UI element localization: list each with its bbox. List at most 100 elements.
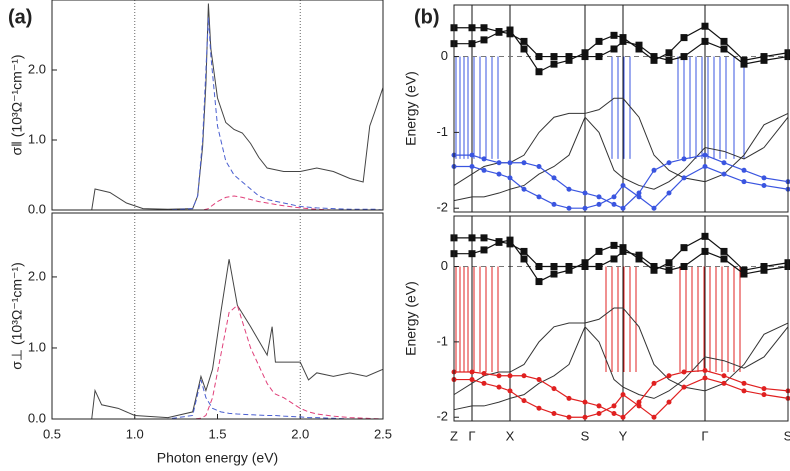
marker (680, 34, 688, 42)
series-line (454, 235, 789, 283)
series-line (453, 307, 789, 396)
marker (651, 380, 657, 386)
series-line (454, 165, 789, 210)
marker (610, 241, 618, 249)
marker (550, 53, 558, 61)
y-axis-label: σ⊥ (10³Ω⁻¹cm⁻¹) (9, 262, 25, 370)
marker (521, 160, 527, 166)
marker (595, 262, 603, 270)
marker (680, 53, 688, 61)
marker (469, 369, 475, 375)
y-tick-label: -2 (436, 200, 448, 215)
marker (596, 194, 602, 200)
marker (480, 24, 488, 32)
marker (619, 247, 627, 255)
marker (740, 56, 748, 64)
series-line (52, 17, 384, 211)
marker (582, 205, 588, 211)
marker (721, 380, 727, 386)
marker (620, 392, 626, 398)
marker (480, 234, 488, 242)
marker (581, 259, 589, 267)
series-line (454, 377, 789, 419)
marker (611, 201, 617, 207)
marker (565, 266, 573, 274)
marker (565, 53, 573, 61)
marker (701, 247, 709, 255)
marker (496, 373, 502, 379)
marker (702, 375, 708, 381)
marker (507, 175, 513, 181)
marker (582, 399, 588, 405)
marker (665, 49, 673, 57)
x-tick-label: X (506, 428, 515, 443)
marker (520, 45, 528, 53)
marker (496, 171, 502, 177)
marker (619, 37, 627, 45)
marker (761, 392, 767, 398)
marker (761, 386, 767, 392)
marker (650, 56, 658, 64)
x-tick-label: Γ (468, 428, 475, 443)
marker (565, 262, 573, 270)
marker (741, 380, 747, 386)
marker (469, 152, 475, 158)
marker (481, 156, 487, 162)
marker (551, 386, 557, 392)
marker (550, 262, 558, 270)
marker (469, 164, 475, 170)
marker (611, 403, 617, 409)
marker (650, 53, 658, 61)
marker (468, 250, 476, 258)
marker (720, 45, 728, 53)
x-axis-label: Photon energy (eV) (157, 450, 278, 466)
marker (521, 398, 527, 404)
marker (741, 388, 747, 394)
marker (760, 53, 768, 61)
marker (760, 56, 768, 64)
y-tick-label: 2.0 (28, 61, 46, 76)
y-tick-label: 1.0 (28, 339, 46, 354)
series-line (52, 259, 384, 420)
y-tick-label: -1 (436, 124, 448, 139)
marker (611, 410, 617, 416)
marker (521, 373, 527, 379)
marker (721, 160, 727, 166)
series-line (454, 237, 789, 275)
panel-label: (a) (8, 6, 32, 28)
marker (636, 190, 642, 196)
marker (566, 414, 572, 420)
marker (702, 164, 708, 170)
marker (636, 194, 642, 200)
marker (702, 368, 708, 374)
marker (619, 34, 627, 42)
marker (720, 247, 728, 255)
marker (496, 384, 502, 390)
marker (581, 262, 589, 270)
marker (520, 255, 528, 263)
marker (595, 247, 603, 255)
marker (666, 190, 672, 196)
marker (665, 259, 673, 267)
marker (566, 205, 572, 211)
x-tick-label: 0.5 (43, 426, 61, 441)
marker (784, 49, 790, 57)
marker (581, 53, 589, 61)
marker (506, 240, 514, 248)
x-tick-label: S (581, 428, 590, 443)
x-tick-label: 2.0 (291, 426, 309, 441)
marker (701, 232, 709, 240)
marker (535, 278, 543, 286)
marker (506, 236, 514, 244)
marker (741, 167, 747, 173)
marker (481, 167, 487, 173)
marker (740, 270, 748, 278)
series-line (454, 25, 789, 73)
marker (535, 262, 543, 270)
marker (666, 160, 672, 166)
marker (550, 270, 558, 278)
marker (536, 377, 542, 383)
marker (550, 60, 558, 68)
marker (720, 37, 728, 45)
y-tick-label: 0.0 (28, 410, 46, 425)
